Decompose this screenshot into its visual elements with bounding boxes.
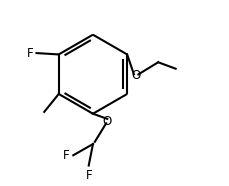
Text: F: F (86, 169, 92, 182)
Text: O: O (102, 115, 111, 128)
Text: F: F (63, 150, 70, 163)
Text: F: F (27, 46, 33, 60)
Text: O: O (131, 69, 140, 82)
